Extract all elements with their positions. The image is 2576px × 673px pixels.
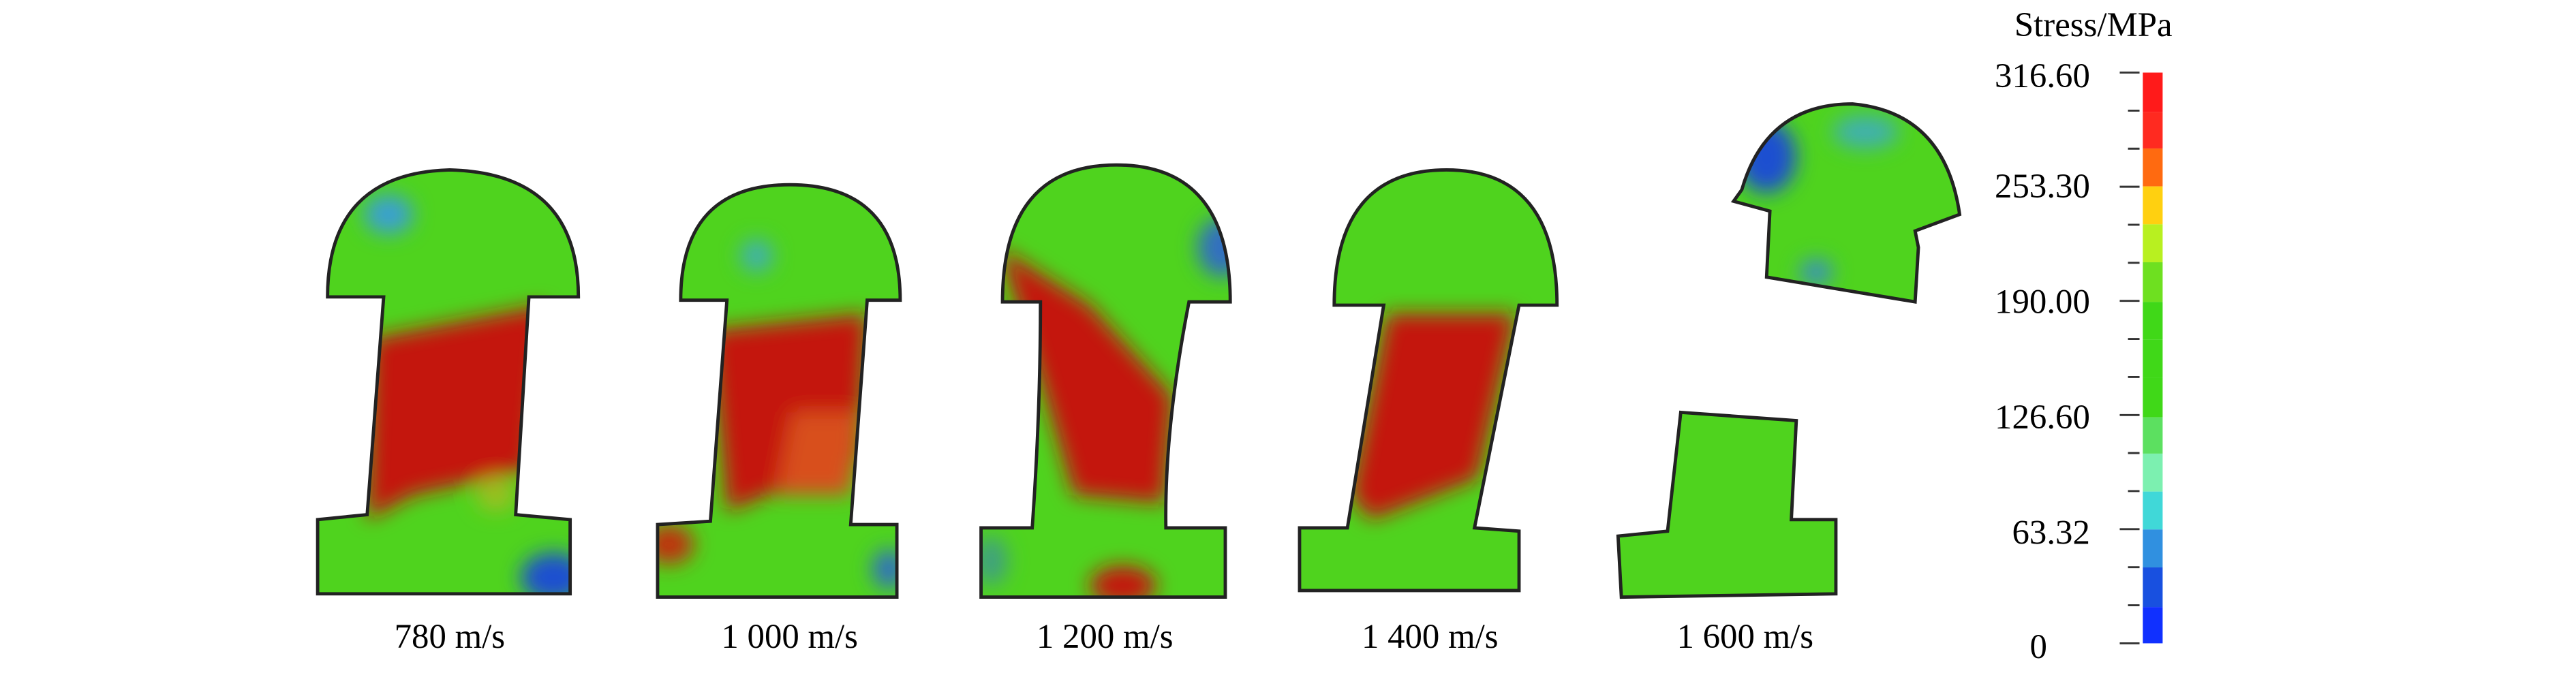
colorbar-label: 63.32 [2012, 514, 2089, 552]
colorbar-title: Stress/MPa [2014, 5, 2173, 44]
colorbar-label: 0 [2029, 627, 2046, 666]
colorbar-label: 316.60 [1995, 57, 2090, 95]
velocity-label: 1 600 m/s [1676, 617, 1813, 655]
colorbar-label: 126.60 [1995, 398, 2090, 436]
colorbar-label: 253.30 [1995, 167, 2090, 205]
colorbar [2143, 72, 2163, 644]
stress-contour [318, 170, 579, 594]
velocity-label: 780 m/s [395, 617, 505, 655]
stress-contour [1618, 412, 1836, 597]
velocity-label: 1 400 m/s [1362, 617, 1499, 655]
colorbar-label: 190.00 [1995, 283, 2090, 321]
colorbar-ticks [2119, 72, 2140, 644]
stress-contour [1299, 170, 1557, 591]
stress-contour [981, 165, 1231, 597]
stress-contour [1733, 104, 1960, 302]
velocity-label: 1 200 m/s [1037, 617, 1174, 655]
stress-contour [657, 185, 900, 597]
velocity-label: 1 000 m/s [721, 617, 858, 655]
